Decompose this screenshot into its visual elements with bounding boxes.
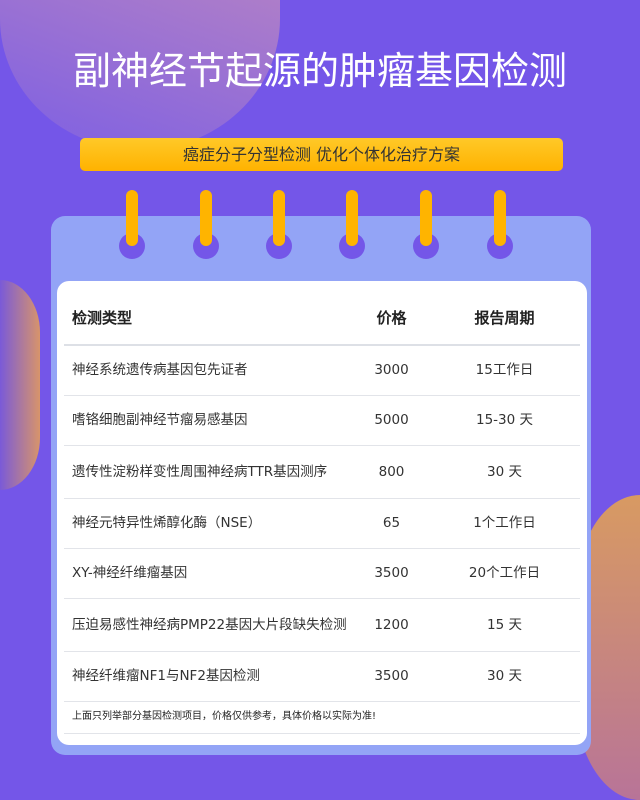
- cell-type: XY-神经纤维瘤基因: [64, 548, 354, 599]
- cell-period: 20个工作日: [429, 548, 580, 599]
- page-title: 副神经节起源的肿瘤基因检测: [72, 49, 567, 93]
- disclaimer-note: 上面只列举部分基因检测项目，价格仅供参考，具体价格以实际为准!: [64, 701, 580, 734]
- cell-price: 3500: [354, 651, 429, 702]
- cell-price: 1200: [354, 598, 429, 652]
- cell-period: 30 天: [429, 651, 580, 702]
- cell-type: 神经系统遗传病基因包先证者: [64, 345, 354, 396]
- cell-type: 压迫易感性神经病PMP22基因大片段缺失检测: [64, 598, 354, 652]
- cell-type: 神经纤维瘤NF1与NF2基因检测: [64, 651, 354, 702]
- binder-ring: [266, 190, 292, 260]
- cell-type: 神经元特异性烯醇化酶（NSE）: [64, 498, 354, 549]
- binder-ring: [119, 190, 145, 260]
- cell-period: 30 天: [429, 445, 580, 499]
- header-period: 报告周期: [429, 290, 580, 346]
- binder-ring: [487, 190, 513, 260]
- subtitle-banner: 癌症分子分型检测 优化个体化治疗方案: [80, 138, 563, 171]
- cell-price: 3500: [354, 548, 429, 599]
- table-row: 神经纤维瘤NF1与NF2基因检测 3500 30 天: [64, 651, 580, 702]
- cell-type: 嗜铬细胞副神经节瘤易感基因: [64, 395, 354, 446]
- note-row: 上面只列举部分基因检测项目，价格仅供参考，具体价格以实际为准!: [64, 701, 580, 734]
- table-row: 遗传性淀粉样变性周围神经病TTR基因测序 800 30 天: [64, 445, 580, 499]
- cell-period: 15-30 天: [429, 395, 580, 446]
- table-header: 检测类型 价格 报告周期: [64, 290, 580, 346]
- table-row: 神经系统遗传病基因包先证者 3000 15工作日: [64, 345, 580, 396]
- decorative-circle: [0, 280, 40, 490]
- cell-period: 15工作日: [429, 345, 580, 396]
- table-row: 嗜铬细胞副神经节瘤易感基因 5000 15-30 天: [64, 395, 580, 446]
- binder-ring: [193, 190, 219, 260]
- cell-period: 1个工作日: [429, 498, 580, 549]
- price-table: 检测类型 价格 报告周期 神经系统遗传病基因包先证者 3000 15工作日 嗜铬细胞副…: [64, 290, 580, 734]
- binder-ring: [339, 190, 365, 260]
- cell-price: 800: [354, 445, 429, 499]
- cell-price: 3000: [354, 345, 429, 396]
- table-row: XY-神经纤维瘤基因 3500 20个工作日: [64, 548, 580, 599]
- cell-period: 15 天: [429, 598, 580, 652]
- cell-type: 遗传性淀粉样变性周围神经病TTR基因测序: [64, 445, 354, 499]
- binder-ring: [413, 190, 439, 260]
- table-row: 压迫易感性神经病PMP22基因大片段缺失检测 1200 15 天: [64, 598, 580, 652]
- header-price: 价格: [354, 290, 429, 346]
- cell-price: 65: [354, 498, 429, 549]
- cell-price: 5000: [354, 395, 429, 446]
- table-row: 神经元特异性烯醇化酶（NSE） 65 1个工作日: [64, 498, 580, 549]
- header-type: 检测类型: [64, 290, 354, 346]
- price-table-panel: 检测类型 价格 报告周期 神经系统遗传病基因包先证者 3000 15工作日 嗜铬细胞副…: [57, 281, 587, 745]
